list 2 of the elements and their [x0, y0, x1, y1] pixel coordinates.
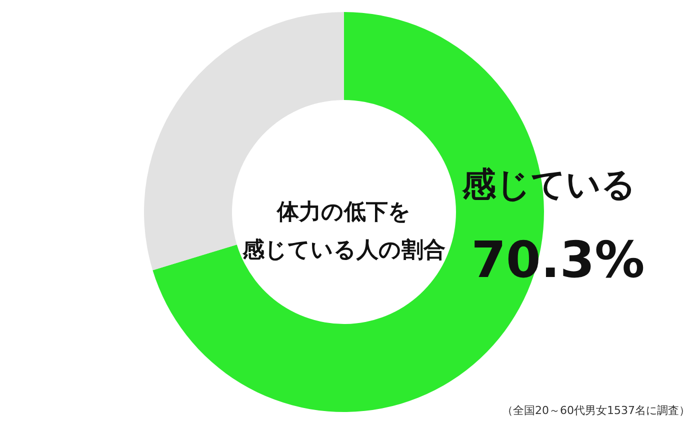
- text: （全国20～60代男女1537名に調査）: [502, 404, 690, 417]
- text: 体力の低下を感じている人の割合: [242, 200, 446, 263]
